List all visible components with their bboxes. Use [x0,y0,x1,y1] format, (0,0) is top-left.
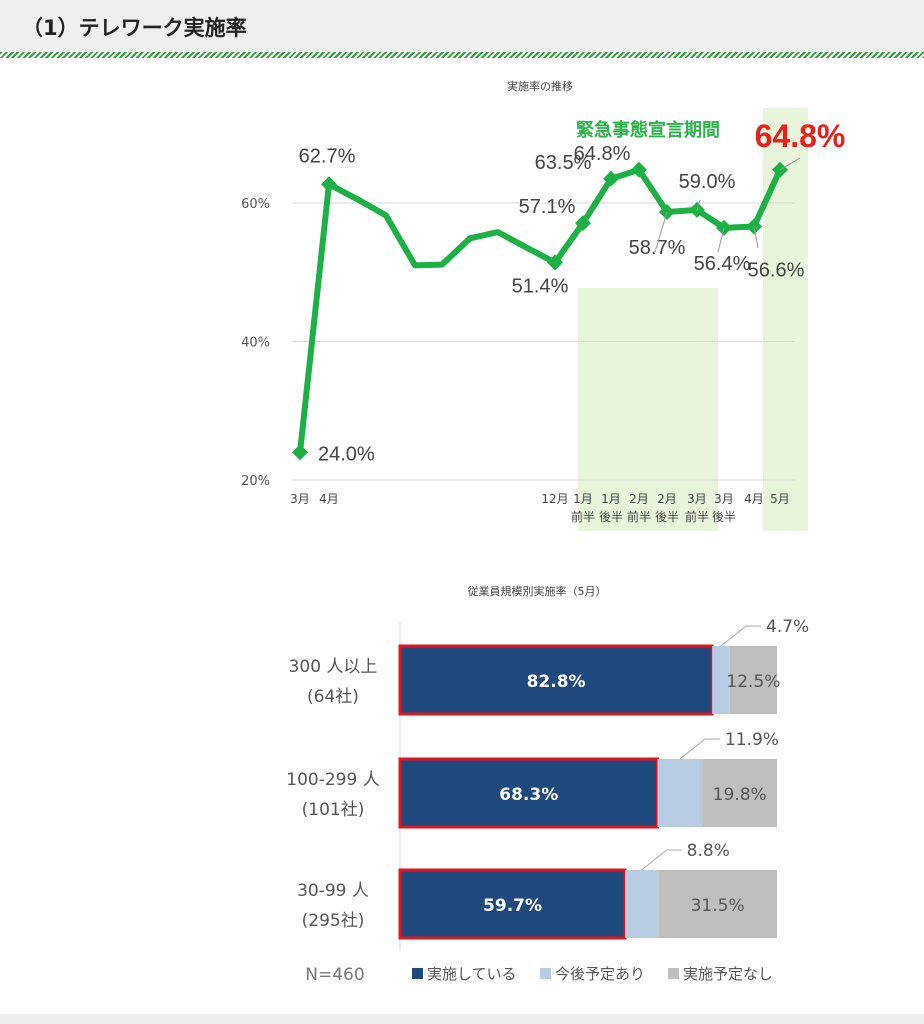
x-tick-label: 前半 [627,509,651,524]
x-tick-label: 4月 [319,492,339,506]
latest-value-callout: 64.8% [755,118,846,154]
y-tick-label: 20% [241,474,270,489]
data-label: 62.7% [299,145,356,167]
data-label: 58.7% [629,237,686,259]
legend-label: 実施予定なし [683,965,773,983]
emergency-period-band [578,288,718,531]
header-divider [0,52,924,58]
chart-title: 従業員規模別実施率（5月） [468,584,607,598]
section-header: （1）テレワーク実施率 [0,0,924,52]
category-label: 30-99 人 [297,881,369,901]
x-tick-label: 1月 [573,492,593,506]
data-label: 24.0% [318,443,375,465]
legend-label: 実施している [427,965,517,983]
data-point-marker [575,215,591,232]
y-tick-label: 40% [241,336,270,351]
latest-period-band [763,108,808,531]
bar-value-label: 19.8% [713,785,767,805]
legend-swatch [540,968,551,979]
bar-segment [400,759,658,827]
legend-swatch [668,968,679,979]
category-label: 300 人以上 [289,657,378,677]
x-tick-label: 後半 [712,510,736,524]
bar-value-label: 68.3% [499,785,558,805]
bar-value-label: 59.7% [483,896,542,916]
x-tick-label: 前半 [685,509,709,524]
data-point-marker [603,170,619,187]
y-tick-label: 60% [241,197,270,212]
bar-segment [729,646,777,714]
data-point-marker [631,161,647,178]
label-leader-line [753,226,759,249]
category-label: (295社) [302,911,365,931]
label-leader-line [717,227,725,253]
data-label: 56.6% [748,260,805,282]
data-point-marker [292,444,308,461]
label-leader-line [720,625,762,647]
bottom-divider [0,1014,924,1024]
bar-segment [400,646,713,714]
bar-value-label: 8.8% [687,841,730,861]
data-point-marker [321,176,337,193]
x-tick-label: 2月 [629,492,649,506]
section-title: （1）テレワーク実施率 [22,16,247,40]
legend-swatch [412,968,423,979]
label-leader-line [654,211,668,253]
data-label: 59.0% [679,171,736,193]
data-point-marker [547,254,563,271]
bar-segment [657,759,703,827]
category-label: (101社) [302,800,365,820]
data-label: 51.4% [512,276,569,298]
stacked-bar-chart: 従業員規模別実施率（5月） 300 人以上 (64社) 82.8% 4.7% 12.5% 1… [286,584,809,985]
chart-title: 実施率の推移 [507,79,573,93]
x-tick-label: 3月 [290,492,310,506]
bar-value-label: 4.7% [766,617,809,637]
data-label: 64.8% [574,143,631,165]
bar-value-label: 12.5% [726,672,780,692]
data-point-marker [772,161,788,178]
sample-size-note: N=460 [305,965,364,985]
x-tick-label: 4月 [744,492,764,506]
x-tick-label: 12月 [541,492,568,506]
bar-value-label: 11.9% [725,730,779,750]
category-label: 100-299 人 [286,770,379,790]
label-leader-line [641,849,682,871]
data-label: 57.1% [519,196,576,218]
bar-highlight-outline [398,757,659,829]
x-tick-label: 1月 [601,492,621,506]
bar-segment [712,646,730,714]
bar-value-label: 31.5% [691,896,745,916]
x-tick-label: 3月 [714,492,734,506]
label-leader-line [779,157,801,171]
x-tick-label: 後半 [655,510,679,524]
data-label: 63.5% [535,152,592,174]
emergency-period-label: 緊急事態宣言期間 [576,119,720,141]
label-leader-line [696,199,701,211]
label-leader-line [679,738,720,760]
bar-segment [702,759,777,827]
legend-label: 今後予定あり [555,965,645,983]
bar-segment [625,870,659,938]
x-tick-label: 3月 [687,492,707,506]
x-tick-label: 5月 [770,492,790,506]
bar-segment [400,870,626,938]
x-tick-label: 2月 [657,492,677,506]
data-label: 56.4% [694,253,751,275]
x-tick-label: 前半 [571,509,595,524]
bar-segment [658,870,777,938]
x-tick-label: 後半 [599,510,623,524]
category-label: (64社) [307,687,359,707]
bar-value-label: 82.8% [527,672,586,692]
